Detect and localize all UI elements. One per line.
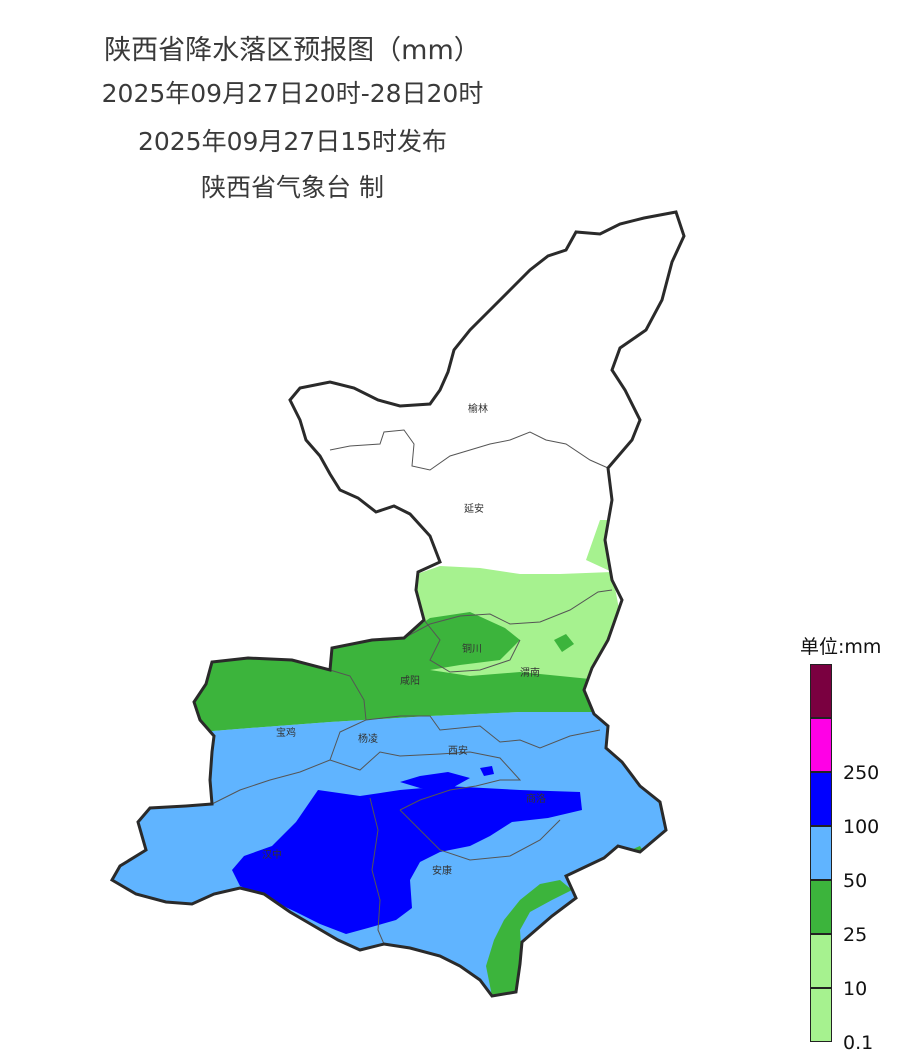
zone-10-25: [112, 612, 620, 740]
issuer: 陕西省气象台 制: [201, 173, 384, 202]
city-label-baoji: 宝鸡: [276, 726, 296, 739]
rain-zones: [112, 520, 684, 996]
legend-swatch: [810, 880, 832, 934]
city-label-xianyang: 咸阳: [400, 675, 420, 687]
legend-title: 单位:mm: [800, 636, 882, 658]
city-label-yangling: 杨凌: [358, 732, 378, 745]
legend-swatch: [810, 826, 832, 880]
city-boundaries: [211, 429, 613, 945]
zone-50-100-xian-spot: [480, 766, 494, 776]
city-label-yanan: 延安: [464, 502, 484, 515]
city-label-tongchuan: 铜川: [462, 643, 482, 655]
zone-50-100-xian: [400, 772, 470, 788]
city-label-shangluo: 商洛: [526, 792, 546, 805]
city-label-hanzhong: 汉中: [262, 848, 282, 861]
legend-swatch: [810, 718, 832, 772]
zone-10-25-spot: [554, 634, 574, 652]
forecast-period: 2025年09月27日20时-28日20时: [101, 79, 484, 108]
legend-swatch: [810, 934, 832, 988]
legend-label: 10: [843, 978, 868, 1000]
legend-swatch: [810, 772, 832, 826]
legend-swatch: [810, 664, 832, 718]
issue-time: 2025年09月27日15时发布: [137, 127, 448, 156]
city-label-yulin: 榆林: [468, 402, 488, 415]
legend-label: 0.1: [843, 1032, 874, 1054]
legend-label: 25: [843, 924, 868, 946]
zone-10-25-south: [486, 880, 572, 996]
map-title: 陕西省降水落区预报图（mm）: [104, 35, 481, 66]
city-label-ankang: 安康: [432, 864, 452, 877]
zone-50-100: [232, 786, 582, 934]
legend-swatch: [810, 988, 832, 1042]
legend-label: 100: [843, 816, 880, 838]
city-label-xian: 西安: [448, 744, 468, 757]
city-label-weinan: 渭南: [520, 666, 540, 679]
legend-label: 250: [843, 762, 880, 784]
legend-label: 50: [843, 870, 868, 892]
